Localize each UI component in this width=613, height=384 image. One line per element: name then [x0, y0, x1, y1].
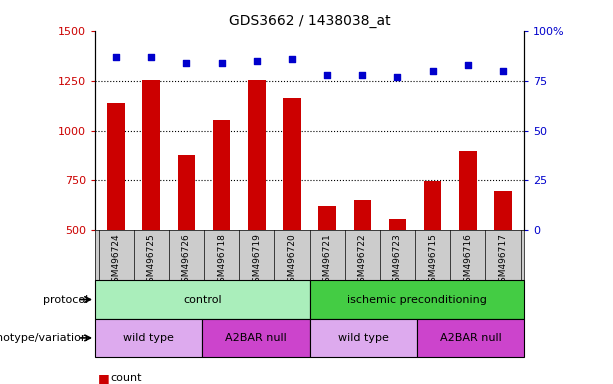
- Text: ■: ■: [98, 383, 110, 384]
- Text: ■: ■: [98, 372, 110, 384]
- Text: GSM496718: GSM496718: [217, 233, 226, 288]
- Bar: [459, 151, 477, 230]
- Bar: [95, 280, 310, 319]
- Title: GDS3662 / 1438038_at: GDS3662 / 1438038_at: [229, 14, 390, 28]
- Text: GSM496717: GSM496717: [498, 233, 508, 288]
- Text: GSM496726: GSM496726: [182, 233, 191, 288]
- Bar: [417, 319, 524, 357]
- Bar: [389, 219, 406, 230]
- Text: A2BAR null: A2BAR null: [225, 333, 287, 343]
- Text: GSM496723: GSM496723: [393, 233, 402, 288]
- Text: GSM496716: GSM496716: [463, 233, 473, 288]
- Text: genotype/variation: genotype/variation: [0, 333, 92, 343]
- Bar: [310, 319, 417, 357]
- Point: [147, 54, 156, 60]
- Point: [252, 58, 262, 64]
- Text: protocol: protocol: [43, 295, 92, 305]
- Bar: [318, 207, 336, 230]
- Point: [357, 71, 367, 78]
- Bar: [283, 98, 301, 230]
- Bar: [248, 79, 265, 230]
- Bar: [424, 182, 441, 230]
- Bar: [95, 319, 202, 357]
- Bar: [178, 154, 196, 230]
- Text: wild type: wild type: [123, 333, 174, 343]
- Text: control: control: [183, 295, 222, 305]
- Point: [428, 68, 438, 74]
- Text: GSM496719: GSM496719: [253, 233, 261, 288]
- Text: GSM496715: GSM496715: [428, 233, 437, 288]
- Text: count: count: [110, 373, 142, 383]
- Bar: [354, 200, 371, 230]
- Text: GSM496720: GSM496720: [287, 233, 297, 288]
- Point: [498, 68, 508, 74]
- Text: GSM496725: GSM496725: [147, 233, 156, 288]
- Text: GSM496721: GSM496721: [322, 233, 332, 288]
- Bar: [310, 280, 524, 319]
- Bar: [494, 192, 512, 230]
- Point: [463, 61, 473, 68]
- Text: GSM496722: GSM496722: [358, 233, 367, 288]
- Bar: [213, 119, 230, 230]
- Bar: [202, 319, 310, 357]
- Point: [217, 60, 227, 66]
- Bar: [107, 103, 125, 230]
- Text: wild type: wild type: [338, 333, 389, 343]
- Point: [181, 60, 191, 66]
- Text: ischemic preconditioning: ischemic preconditioning: [347, 295, 487, 305]
- Point: [392, 74, 402, 80]
- Text: GSM496724: GSM496724: [112, 233, 121, 288]
- Point: [287, 56, 297, 62]
- Bar: [142, 79, 160, 230]
- Point: [111, 54, 121, 60]
- Text: A2BAR null: A2BAR null: [440, 333, 501, 343]
- Point: [322, 71, 332, 78]
